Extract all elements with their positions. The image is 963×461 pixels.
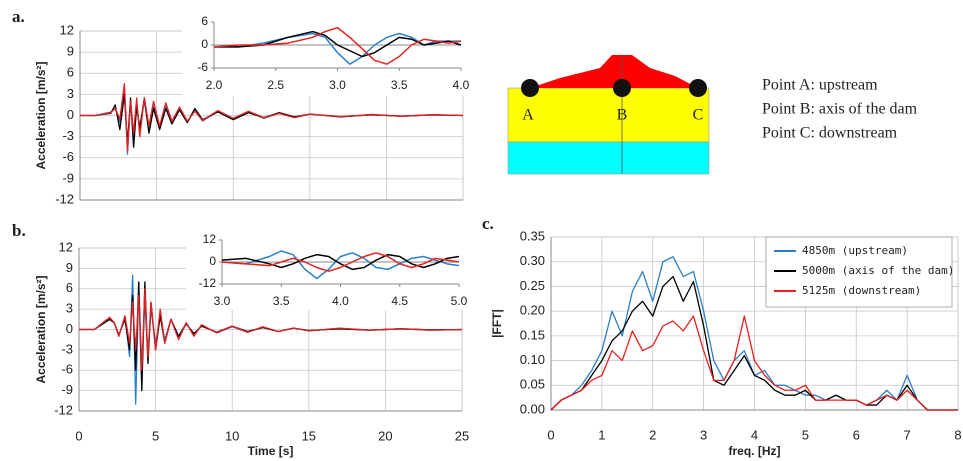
series-line [79,288,463,371]
x-tick-label: 7 [904,427,911,442]
x-tick-label: 15 [302,428,316,443]
y-tick-label: -12 [55,191,74,206]
x-tick-label: 4.5 [391,294,408,308]
dam-body [530,55,698,88]
y-tick-label: -6 [61,362,73,377]
x-tick-label: 25 [455,428,469,443]
y-tick-label: 0 [209,254,216,268]
series-line [214,30,462,58]
series-line [221,253,460,271]
y-tick-label: -6 [197,60,208,74]
y-tick-label: 0.05 [520,377,545,392]
point-description: Point B: axis of the dam [762,101,918,118]
x-tick-label: 2.5 [267,78,284,92]
x-axis-label: Time [s] [248,444,294,458]
chart: -12 0 12 3.0 3.5 4.0 4.5 5.0 [186,230,468,310]
legend-label: 5000m (axis of the dam) [802,264,954,277]
y-axis-label: |FFT| [490,309,504,338]
x-tick-label: 2.0 [206,78,223,92]
chart: -6 0 6 2.0 2.5 3.0 3.5 4.0 [182,12,470,96]
panel-letter: c. [482,214,494,233]
x-axis-label: freq. [Hz] [729,444,781,458]
x-tick-label: 3.0 [214,294,231,308]
x-tick-label: 3 [700,427,707,442]
inset-background [182,12,466,96]
panel-letter: a. [12,7,25,26]
y-tick-label: -3 [62,128,74,143]
x-tick-label: 5 [802,427,809,442]
x-tick-label: 0 [547,427,554,442]
y-axis-label: Acceleration [m/s²] [34,61,48,169]
y-tick-label: 0.30 [520,253,545,268]
soil-layer [507,87,710,143]
x-tick-label: 4.0 [332,294,349,308]
y-tick-label: -9 [61,382,73,397]
x-tick-label: 8 [954,427,961,442]
x-tick-label: 3.5 [273,294,290,308]
y-tick-label: 0.20 [520,303,545,318]
y-tick-label: 3 [66,301,73,316]
chart: 0.00 0.05 0.10 0.15 0.20 0.25 0.30 0.35 0 1 2 3 4 5 6 7… [482,214,962,458]
series-line [550,315,958,411]
x-tick-label: 5 [152,428,159,443]
series-line [213,27,462,65]
y-tick-label: 0 [66,321,73,336]
x-tick-label: 2 [649,427,656,442]
point-label: C [693,107,704,124]
x-tick-label: 3.0 [329,78,346,92]
y-tick-label: -3 [61,341,73,356]
x-tick-label: 0 [75,428,82,443]
x-tick-label: 4.0 [453,78,470,92]
y-tick-label: 6 [66,280,73,295]
y-tick-label: 12 [60,22,74,37]
y-tick-label: -12 [199,276,217,290]
x-tick-label: 4 [751,427,758,442]
y-tick-label: 0.00 [520,401,545,416]
point-description: Point A: upstream [762,77,878,94]
y-tick-label: 0 [67,107,74,122]
y-tick-label: 9 [66,260,73,275]
point-label: B [617,107,628,124]
x-tick-label: 20 [378,428,392,443]
point-marker [689,79,707,97]
x-tick-label: 5.0 [451,294,468,308]
y-tick-label: 0.15 [520,327,545,342]
y-tick-label: -12 [54,402,73,417]
x-tick-label: 1 [598,427,605,442]
point-marker [521,79,539,97]
y-tick-label: 0.10 [520,352,545,367]
y-axis-label: Acceleration [m/s²] [34,275,48,383]
y-tick-label: 12 [59,239,73,254]
y-tick-label: 3 [67,86,74,101]
y-tick-label: 0.35 [520,228,545,243]
y-tick-label: 9 [67,44,74,59]
series-line [221,250,460,280]
y-tick-label: 6 [201,14,208,28]
y-tick-label: 0.25 [520,278,545,293]
dam-schematic: A B C Point A: upstream Point B: axis of… [507,55,918,175]
point-label: A [522,107,534,124]
y-tick-label: 12 [203,232,217,246]
y-tick-label: 0 [201,37,208,51]
y-tick-label: 6 [67,65,74,80]
bedrock-layer [507,141,710,175]
legend-label: 5125m (downstream) [802,284,921,297]
series-line [221,252,460,272]
y-tick-label: -6 [62,149,74,164]
point-description: Point C: downstream [762,125,898,142]
x-tick-label: 10 [225,428,239,443]
panel-letter: b. [12,221,26,240]
series-line [80,83,464,152]
point-marker [613,79,631,97]
y-tick-label: -9 [62,170,74,185]
x-tick-label: 3.5 [391,78,408,92]
legend-box [765,236,953,308]
x-tick-label: 6 [853,427,860,442]
legend-label: 4850m (upstream) [802,244,908,257]
